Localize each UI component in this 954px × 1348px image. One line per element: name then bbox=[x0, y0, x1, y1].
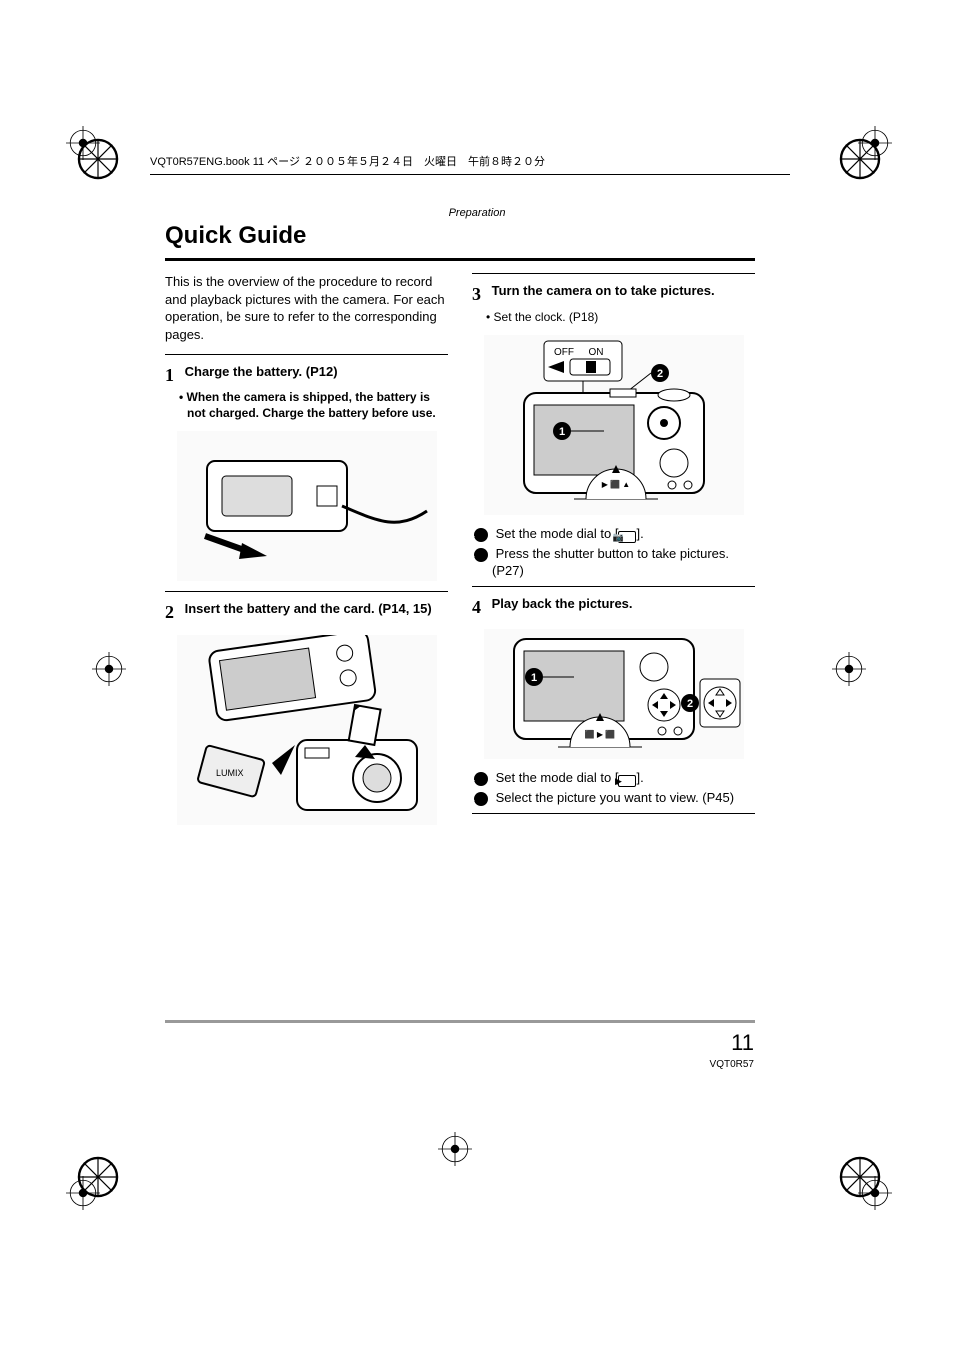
step-title: Play back the pictures. bbox=[492, 595, 742, 613]
page-title: Quick Guide bbox=[165, 220, 755, 252]
divider bbox=[472, 586, 755, 587]
step-title: Turn the camera on to take pictures. bbox=[492, 282, 742, 300]
page-footer: 11 VQT0R57 bbox=[710, 1028, 754, 1071]
step3-annotations: 1 Set the mode dial to [📷]. 2 Press the … bbox=[472, 525, 755, 580]
annotation-1: 1 Set the mode dial to [📷]. bbox=[474, 525, 755, 543]
camera-playback-illustration-icon: 1 2 bbox=[484, 629, 744, 759]
footer-rule bbox=[165, 1020, 755, 1023]
page-body: Quick Guide This is the overview of the … bbox=[165, 220, 755, 835]
right-column: 3 Turn the camera on to take pictures. S… bbox=[472, 273, 755, 834]
charger-illustration-icon bbox=[177, 431, 437, 581]
step-note: When the camera is shipped, the battery … bbox=[165, 389, 448, 421]
doc-code: VQT0R57 bbox=[710, 1058, 754, 1072]
off-label: OFF bbox=[554, 347, 574, 358]
step-number: 3 bbox=[472, 282, 488, 306]
svg-text:1: 1 bbox=[559, 426, 565, 438]
annotation-2: 2 Press the shutter button to take pictu… bbox=[474, 545, 755, 580]
figure-insert-battery-card: LUMIX bbox=[177, 635, 437, 825]
prepress-header: VQT0R57ENG.book 11 ページ ２００５年５月２４日 火曜日 午前… bbox=[150, 155, 790, 175]
step-note: Set the clock. (P18) bbox=[472, 309, 755, 325]
regmark-icon bbox=[92, 652, 126, 686]
intro-text: This is the overview of the procedure to… bbox=[165, 273, 448, 343]
svg-text:⬛ ▶ ⬛: ⬛ ▶ ⬛ bbox=[585, 729, 616, 739]
svg-text:2: 2 bbox=[687, 698, 693, 710]
regmark-icon bbox=[832, 652, 866, 686]
step-2: 2 Insert the battery and the card. (P14,… bbox=[165, 600, 448, 624]
annotation-2: 2 Select the picture you want to view. (… bbox=[474, 789, 755, 807]
regmark-globe-icon bbox=[74, 135, 122, 183]
step-1: 1 Charge the battery. (P12) When the cam… bbox=[165, 363, 448, 422]
on-label: ON bbox=[589, 347, 604, 358]
callout-1-icon: 1 bbox=[474, 772, 488, 786]
regmark-icon bbox=[438, 1132, 472, 1166]
callout-1-icon: 1 bbox=[474, 528, 488, 542]
callout-2-icon: 2 bbox=[474, 548, 488, 562]
left-column: This is the overview of the procedure to… bbox=[165, 273, 448, 834]
camera-mode-icon: 📷 bbox=[618, 531, 636, 543]
step-4: 4 Play back the pictures. bbox=[472, 595, 755, 619]
svg-text:1: 1 bbox=[531, 672, 537, 684]
svg-text:▶ ⬛ ▲: ▶ ⬛ ▲ bbox=[602, 479, 630, 489]
camera-open-illustration-icon: LUMIX bbox=[177, 635, 437, 825]
annotation-text: Select the picture you want to view. (P4… bbox=[496, 790, 734, 805]
print-sheet: VQT0R57ENG.book 11 ページ ２００５年５月２４日 火曜日 午前… bbox=[0, 0, 954, 1348]
annotation-text: Set the mode dial to [ bbox=[496, 526, 619, 541]
svg-text:LUMIX: LUMIX bbox=[216, 767, 244, 777]
callout-2-icon: 2 bbox=[474, 792, 488, 806]
divider bbox=[165, 354, 448, 355]
annotation-tail: ]. bbox=[636, 770, 643, 785]
regmark-globe-icon bbox=[74, 1153, 122, 1201]
divider bbox=[472, 273, 755, 274]
figure-playback: 1 2 bbox=[484, 629, 744, 759]
svg-text:2: 2 bbox=[657, 368, 663, 380]
two-column-layout: This is the overview of the procedure to… bbox=[165, 273, 755, 834]
figure-camera-on: OFF ON 2 bbox=[484, 335, 744, 515]
step-number: 2 bbox=[165, 600, 181, 624]
step-3: 3 Turn the camera on to take pictures. S… bbox=[472, 282, 755, 324]
step-title: Charge the battery. (P12) bbox=[185, 363, 435, 381]
regmark-globe-icon bbox=[836, 1153, 884, 1201]
annotation-1: 1 Set the mode dial to [▶]. bbox=[474, 769, 755, 787]
figure-charger bbox=[177, 431, 437, 581]
section-label: Preparation bbox=[0, 206, 954, 221]
page-number: 11 bbox=[710, 1028, 754, 1058]
step-number: 4 bbox=[472, 595, 488, 619]
step4-annotations: 1 Set the mode dial to [▶]. 2 Select the… bbox=[472, 769, 755, 807]
step-title: Insert the battery and the card. (P14, 1… bbox=[185, 600, 435, 618]
annotation-tail: ]. bbox=[636, 526, 643, 541]
divider bbox=[472, 813, 755, 814]
camera-on-illustration-icon: OFF ON 2 bbox=[484, 335, 744, 515]
title-rule bbox=[165, 258, 755, 261]
annotation-text: Set the mode dial to [ bbox=[496, 770, 619, 785]
playback-mode-icon: ▶ bbox=[618, 775, 636, 787]
divider bbox=[165, 591, 448, 592]
regmark-globe-icon bbox=[836, 135, 884, 183]
step-number: 1 bbox=[165, 363, 181, 387]
annotation-text: Press the shutter button to take picture… bbox=[492, 546, 729, 579]
